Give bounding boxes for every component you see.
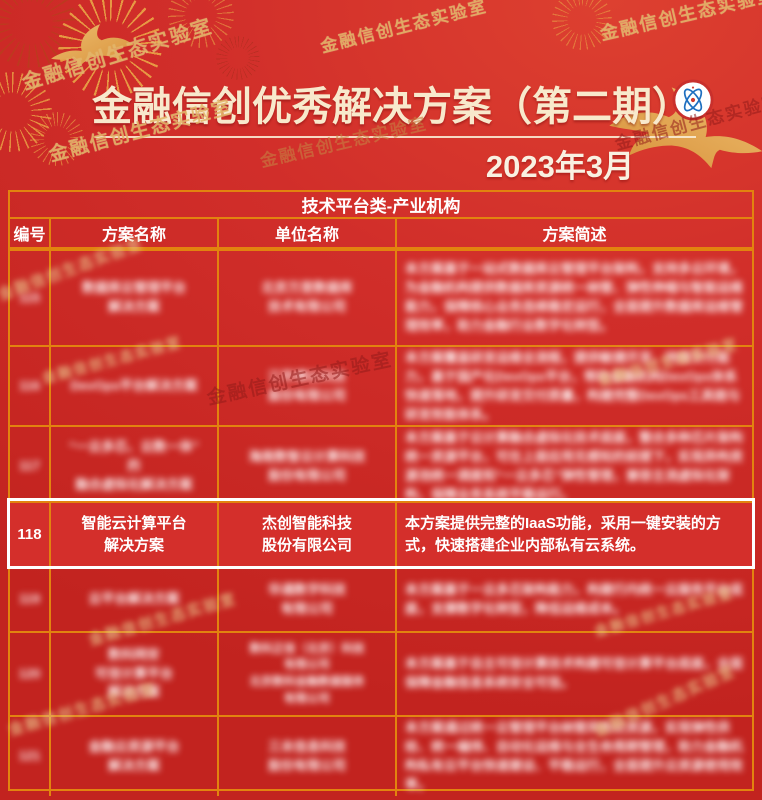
org-name: 三未信息科技 股份有限公司	[267, 738, 346, 773]
solutions-table: 技术平台类-产业机构 编号 方案名称 单位名称 方案简述 115 数据库云管理平…	[7, 190, 755, 797]
solution-name: 云平台解决方案	[88, 591, 180, 607]
table-row: 115 数据库云管理平台 解决方案 北京万里数据库 技术有限公司 本方案基于一站…	[10, 249, 752, 345]
table-row: 119 云平台解决方案 华通数字科技 有限公司 本方案基于一云多芯架构能力，构建…	[10, 566, 752, 631]
solution-desc: 本方案基于一云多芯架构能力，构建行内统一云服务平台底座，支撑数字化转型，降低运维…	[405, 581, 744, 616]
table-row: 117 “一云多芯、云数一体” 的 融合虚拟化解决方案 海南数智云计算科技 股份…	[10, 425, 752, 507]
table-row-highlighted: 118 智能云计算平台 解决方案 杰创智能科技 股份有限公司 本方案提供完整的I…	[7, 498, 755, 569]
page-title: 金融信创优秀解决方案（第二期）	[92, 85, 692, 129]
org-name: 北京万里数据库 技术有限公司	[261, 280, 353, 314]
row-id: 116	[19, 378, 40, 394]
table-category-header: 技术平台类-产业机构	[10, 192, 752, 219]
row-id: 115	[19, 289, 40, 305]
solution-desc: 本方案提供完整的IaaS功能，采用一键安装的方式，快速搭建企业内部私有云系统。	[405, 514, 721, 554]
row-id: 117	[19, 458, 40, 474]
org-name: 华通数字科技 有限公司	[267, 581, 346, 616]
solution-name: DevOps平台解决方案	[70, 378, 198, 394]
row-id: 118	[17, 525, 42, 543]
solution-desc: 本方案覆盖研发运维全流程，提供敏捷开发、持续交付能力，基于国产化DevOps平台…	[405, 350, 741, 422]
table-column-headers: 编号 方案名称 单位名称 方案简述	[10, 219, 752, 249]
solution-name: 数据库云管理平台 解决方案	[81, 280, 186, 314]
col-header-id: 编号	[10, 219, 51, 247]
org-name: 海南数智云计算科技 股份有限公司	[248, 448, 366, 483]
row-id: 119	[19, 591, 40, 607]
col-header-desc: 方案简述	[542, 227, 607, 244]
table-row: 120 数科网安 可信计算平台 解决方案 数科正信（北京）科技 有限公司 北京数…	[10, 631, 752, 715]
org-name: 江苏博云科技 股份有限公司	[267, 368, 346, 403]
table-row: 121 金融云资源平台 解决方案 三未信息科技 股份有限公司 本方案通过统一云管…	[10, 715, 752, 797]
solution-name: “一云多芯、云数一体” 的 融合虚拟化解决方案	[68, 439, 199, 493]
title-underline	[95, 136, 696, 138]
solution-desc: 本方案通过统一云管理平台纳管异构云资源，实现弹性供给、统一编排、自动化运维与全生…	[405, 720, 744, 792]
row-id: 120	[18, 665, 41, 681]
col-header-org: 单位名称	[219, 219, 397, 247]
solution-name: 智能云计算平台 解决方案	[81, 514, 187, 554]
solution-desc: 本方案基于云计算融合虚拟化技术底座，整合多种芯片架构统一资源平台，可在上层应用无…	[405, 430, 744, 502]
solution-name: 金融云资源平台 解决方案	[88, 738, 180, 773]
table-row: 116 DevOps平台解决方案 江苏博云科技 股份有限公司 本方案覆盖研发运维…	[10, 345, 752, 427]
org-name: 杰创智能科技 股份有限公司	[261, 514, 352, 554]
date-label: 2023年3月	[485, 149, 635, 184]
org-name: 数科正信（北京）科技 有限公司 北京数科金融数据服务 有限公司	[249, 642, 365, 705]
solution-desc: 本方案基于一站式数据库云管理平台架构，支持多云环境，为金融机构提供数据库资源统一…	[405, 261, 744, 333]
solution-desc: 本方案基于自主可信计算技术构建可信计算平台底座，全面保障金融信息系统安全可信。	[405, 656, 744, 690]
col-header-name: 方案名称	[51, 219, 219, 247]
lab-logo-icon	[672, 79, 714, 121]
solution-name: 数科网安 可信计算平台 解决方案	[94, 646, 173, 700]
row-id: 121	[18, 748, 41, 764]
header: 金融信创优秀解决方案（第二期） 2023年3月	[0, 0, 762, 190]
